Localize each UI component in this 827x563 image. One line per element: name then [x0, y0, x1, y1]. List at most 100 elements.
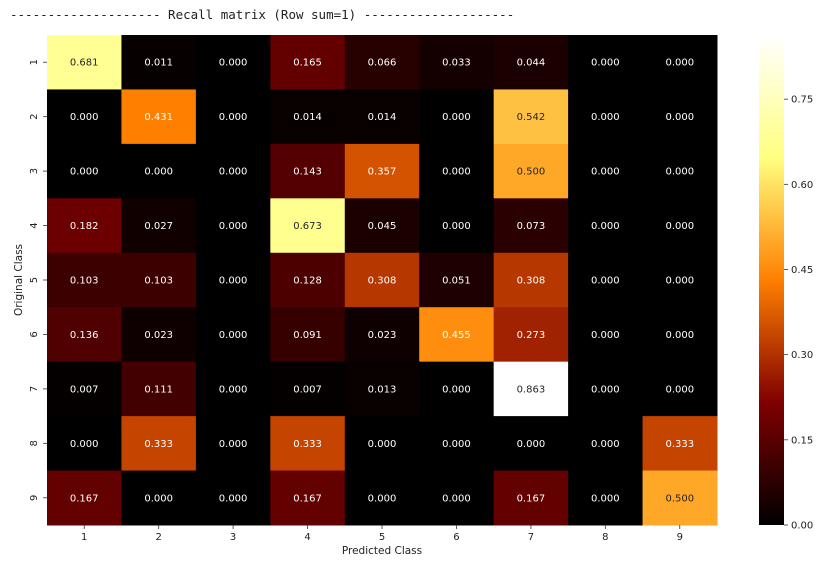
x-tick-label: 2 — [155, 532, 161, 543]
heatmap-cell — [642, 361, 718, 417]
heatmap-cell — [195, 143, 271, 199]
heatmap-cell — [47, 470, 122, 526]
heatmap-cell — [344, 143, 420, 199]
heatmap-cell — [195, 198, 271, 254]
x-tick-label: 8 — [602, 532, 608, 543]
heatmap-cell — [121, 89, 197, 145]
cell-value-label: 0.000 — [591, 221, 620, 232]
heatmap-cell — [642, 143, 718, 199]
heatmap-cell — [493, 35, 569, 90]
heatmap-cell — [195, 416, 271, 472]
cell-value-label: 0.000 — [368, 439, 397, 450]
cell-value-label: 0.000 — [591, 112, 620, 123]
heatmap-cell — [493, 89, 569, 145]
colorbar-tick-label: 0.75 — [791, 95, 813, 106]
cell-value-label: 0.000 — [591, 167, 620, 178]
cell-value-label: 0.000 — [665, 276, 694, 287]
cell-value-label: 0.051 — [442, 276, 471, 287]
cell-value-label: 0.167 — [293, 493, 322, 504]
heatmap-cell — [47, 198, 122, 254]
cell-value-label: 0.000 — [665, 384, 694, 395]
cell-value-label: 0.033 — [442, 58, 471, 69]
heatmap-cell — [642, 35, 718, 90]
heatmap-cell — [344, 252, 420, 308]
heatmap-cell — [270, 198, 346, 254]
cell-value-label: 0.673 — [293, 221, 322, 232]
heatmap-cell — [419, 416, 495, 472]
cell-value-label: 0.000 — [591, 439, 620, 450]
heatmap-cell — [493, 252, 569, 308]
heatmap-cell — [270, 416, 346, 472]
cell-value-label: 0.014 — [368, 112, 397, 123]
cell-value-label: 0.000 — [442, 167, 471, 178]
x-tick-label: 1 — [81, 532, 87, 543]
cell-value-label: 0.091 — [293, 330, 322, 341]
x-tick-label: 9 — [677, 532, 683, 543]
heatmap-cell — [121, 35, 197, 90]
colorbar-tick-label: 0.30 — [791, 350, 813, 361]
cell-value-label: 0.000 — [219, 276, 248, 287]
colorbar-tick-label: 0.00 — [791, 521, 813, 532]
cell-value-label: 0.308 — [517, 276, 546, 287]
cell-value-label: 0.000 — [591, 330, 620, 341]
heatmap-cell — [195, 361, 271, 417]
y-tick-label: 8 — [29, 440, 40, 446]
heatmap-cell — [642, 416, 718, 472]
x-axis-ticks: 1 2 3 4 5 6 7 8 9 — [81, 525, 683, 543]
heatmap-cell — [47, 252, 122, 308]
heatmap-cell — [419, 252, 495, 308]
cell-value-label: 0.431 — [144, 112, 173, 123]
cell-value-label: 0.027 — [144, 221, 173, 232]
cell-value-label: 0.000 — [442, 112, 471, 123]
cell-value-label: 0.000 — [219, 221, 248, 232]
cell-value-label: 0.863 — [517, 384, 546, 395]
colorbar-tick-label: 0.15 — [791, 435, 813, 446]
cell-value-label: 0.000 — [70, 167, 99, 178]
cell-value-label: 0.000 — [219, 330, 248, 341]
heatmap-cell — [270, 361, 346, 417]
cell-value-label: 0.000 — [442, 439, 471, 450]
heatmap-cell — [47, 307, 122, 363]
cell-value-label: 0.007 — [293, 384, 322, 395]
x-axis-label: Predicted Class — [342, 545, 422, 557]
heatmap-cell — [568, 35, 644, 90]
cell-value-label: 0.542 — [517, 112, 546, 123]
heatmap-cell — [195, 252, 271, 308]
heatmap-cell — [121, 198, 197, 254]
heatmap-cell — [642, 470, 718, 526]
heatmap-cell — [568, 470, 644, 526]
x-tick-label: 3 — [230, 532, 236, 543]
heatmap-cell — [493, 198, 569, 254]
heatmap-cell — [47, 416, 122, 472]
heatmap-cell — [568, 89, 644, 145]
y-tick-label: 1 — [29, 59, 40, 65]
cell-value-label: 0.357 — [368, 167, 397, 178]
heatmap-cell — [568, 198, 644, 254]
cell-value-label: 0.000 — [442, 221, 471, 232]
colorbar-tick-label: 0.45 — [791, 265, 813, 276]
cell-value-label: 0.000 — [591, 493, 620, 504]
x-tick-label: 4 — [304, 532, 310, 543]
cell-value-label: 0.165 — [293, 58, 322, 69]
cell-value-label: 0.023 — [368, 330, 397, 341]
cell-value-label: 0.111 — [144, 384, 173, 395]
heatmap-cell — [642, 307, 718, 363]
colorbar-ticks: 0.00 0.15 0.30 0.45 0.60 0.75 — [784, 95, 813, 532]
colorbar — [759, 35, 784, 525]
heatmap-cell — [568, 252, 644, 308]
cell-value-label: 0.000 — [70, 112, 99, 123]
heatmap-cell — [195, 470, 271, 526]
cell-value-label: 0.103 — [144, 276, 173, 287]
heatmap-cell — [121, 361, 197, 417]
heatmap-cell — [419, 35, 495, 90]
cell-value-label: 0.023 — [144, 330, 173, 341]
cell-value-label: 0.000 — [442, 493, 471, 504]
cell-value-label: 0.000 — [219, 58, 248, 69]
y-tick-label: 3 — [29, 168, 40, 174]
heatmap-cell — [493, 416, 569, 472]
cell-value-label: 0.000 — [591, 58, 620, 69]
cell-value-label: 0.000 — [442, 384, 471, 395]
chart-title-header: -------------------- Recall matrix (Row … — [10, 7, 515, 22]
cell-value-label: 0.000 — [368, 493, 397, 504]
